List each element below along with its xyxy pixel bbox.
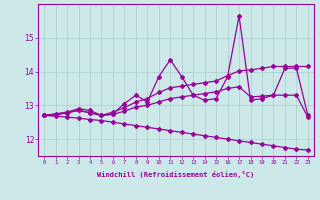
X-axis label: Windchill (Refroidissement éolien,°C): Windchill (Refroidissement éolien,°C) xyxy=(97,171,255,178)
